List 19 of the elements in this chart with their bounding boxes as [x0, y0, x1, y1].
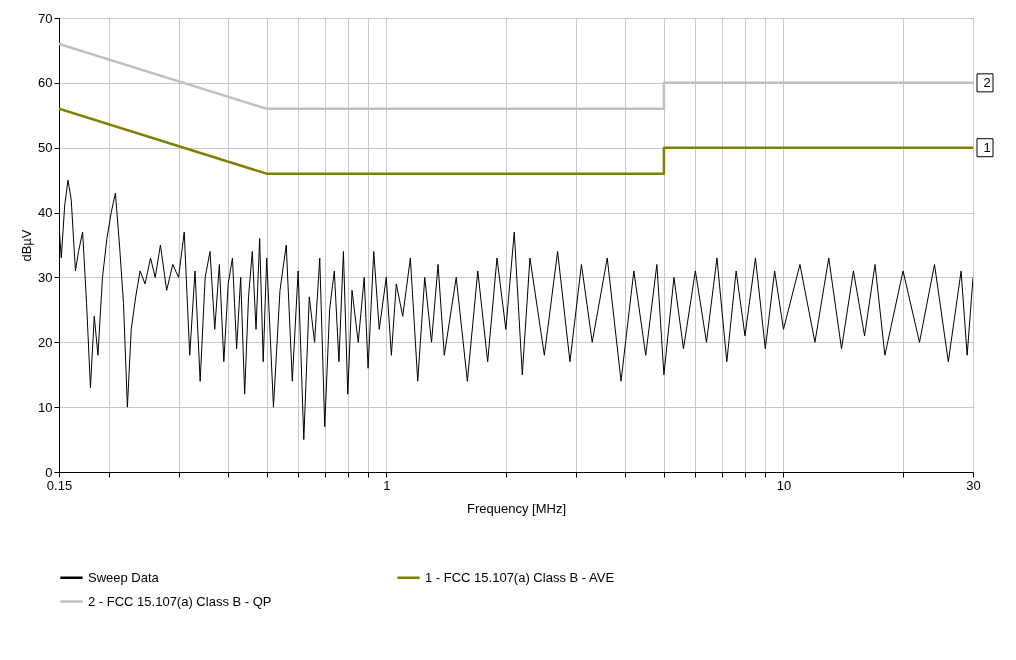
x-tick-label: 0.15 — [46, 477, 73, 493]
y-tick-label: 60 — [38, 75, 53, 91]
y-tick-label: 10 — [38, 399, 53, 415]
legend-label: 1 - FCC 15.107(a) Class B - AVE — [425, 569, 615, 585]
annotation: 2 — [983, 74, 991, 90]
y-tick-label: 20 — [38, 334, 53, 350]
x-tick-label: 10 — [776, 477, 792, 493]
x-axis-title: Frequency [MHz] — [467, 500, 566, 516]
y-tick-label: 40 — [38, 205, 53, 221]
annotation: 1 — [983, 139, 991, 155]
y-tick-label: 70 — [38, 10, 53, 26]
x-tick-label: 1 — [383, 477, 391, 493]
legend-label: 2 - FCC 15.107(a) Class B - QP — [88, 593, 272, 609]
y-tick-label: 0 — [45, 464, 53, 480]
y-tick-label: 30 — [38, 269, 53, 285]
legend-label: Sweep Data — [88, 569, 160, 585]
y-axis-title: dBµV — [19, 229, 35, 262]
y-tick-label: 50 — [38, 140, 53, 156]
x-tick-label: 30 — [966, 477, 981, 493]
